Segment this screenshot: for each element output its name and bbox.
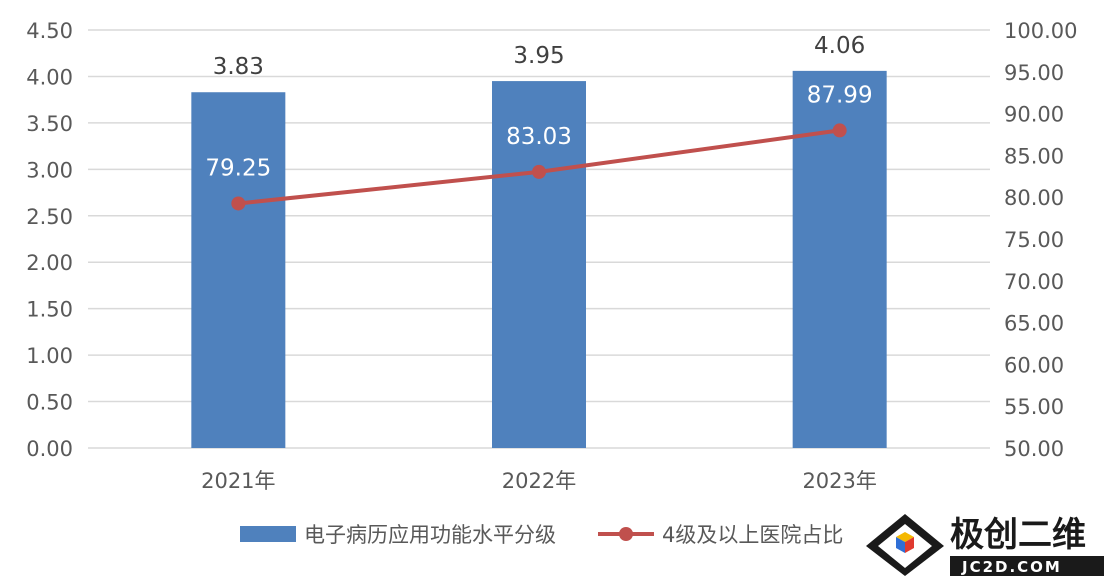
bar-value-label: 4.06 <box>814 33 865 59</box>
line-value-label: 83.03 <box>506 124 572 150</box>
left-tick-label: 0.50 <box>26 391 73 415</box>
right-tick-label: 60.00 <box>1004 353 1064 377</box>
left-axis: 0.00 0.50 1.00 1.50 2.00 2.50 3.00 3.50 4.00 4.50 <box>26 19 73 461</box>
category-label: 2021年 <box>201 469 275 493</box>
line-value-label: 79.25 <box>205 155 271 181</box>
legend-bar-swatch <box>240 526 296 542</box>
line-series: 79.25 83.03 87.99 <box>205 82 873 211</box>
watermark-title: 极创二维 <box>950 515 1086 555</box>
bar-value-label: 3.95 <box>513 43 564 69</box>
watermark-logo-icon <box>866 514 944 576</box>
left-tick-label: 4.00 <box>26 65 73 89</box>
bar-value-label: 3.83 <box>213 54 264 80</box>
bar <box>191 92 286 448</box>
bar <box>492 81 586 448</box>
right-tick-label: 75.00 <box>1004 228 1064 252</box>
legend-bar-label: 电子病历应用功能水平分级 <box>304 523 556 547</box>
right-tick-label: 50.00 <box>1004 437 1064 461</box>
legend: 电子病历应用功能水平分级 4级及以上医院占比 <box>240 523 843 547</box>
right-tick-label: 100.00 <box>1004 19 1077 43</box>
right-tick-label: 80.00 <box>1004 186 1064 210</box>
watermark-subtitle: JC2D.COM <box>961 558 1062 576</box>
category-label: 2023年 <box>802 469 876 493</box>
legend-line-marker <box>619 527 633 541</box>
category-label: 2022年 <box>502 469 576 493</box>
line-value-label: 87.99 <box>807 82 873 108</box>
line-point <box>532 164 546 179</box>
left-tick-label: 1.50 <box>26 298 73 322</box>
right-tick-label: 90.00 <box>1004 103 1064 127</box>
right-axis: 50.00 55.00 60.00 65.00 70.00 75.00 80.00 85.00… <box>1004 19 1077 461</box>
right-tick-label: 55.00 <box>1004 395 1064 419</box>
right-tick-label: 95.00 <box>1004 61 1064 85</box>
legend-line-label: 4级及以上医院占比 <box>662 523 843 547</box>
left-tick-label: 0.00 <box>26 437 73 461</box>
right-tick-label: 85.00 <box>1004 144 1064 168</box>
line-point <box>231 196 246 211</box>
line-point <box>832 123 847 138</box>
watermark-subtitle-bg <box>950 556 1104 576</box>
left-tick-label: 3.00 <box>26 158 73 182</box>
left-tick-label: 4.50 <box>26 19 73 43</box>
left-tick-label: 1.00 <box>26 344 73 368</box>
right-tick-label: 65.00 <box>1004 312 1064 336</box>
left-tick-label: 3.50 <box>26 112 73 136</box>
x-axis: 2021年 2022年 2023年 <box>201 469 877 493</box>
watermark: 极创二维 JC2D.COM <box>860 508 1112 576</box>
right-tick-label: 70.00 <box>1004 270 1064 294</box>
left-tick-label: 2.00 <box>26 251 73 275</box>
left-tick-label: 2.50 <box>26 205 73 229</box>
